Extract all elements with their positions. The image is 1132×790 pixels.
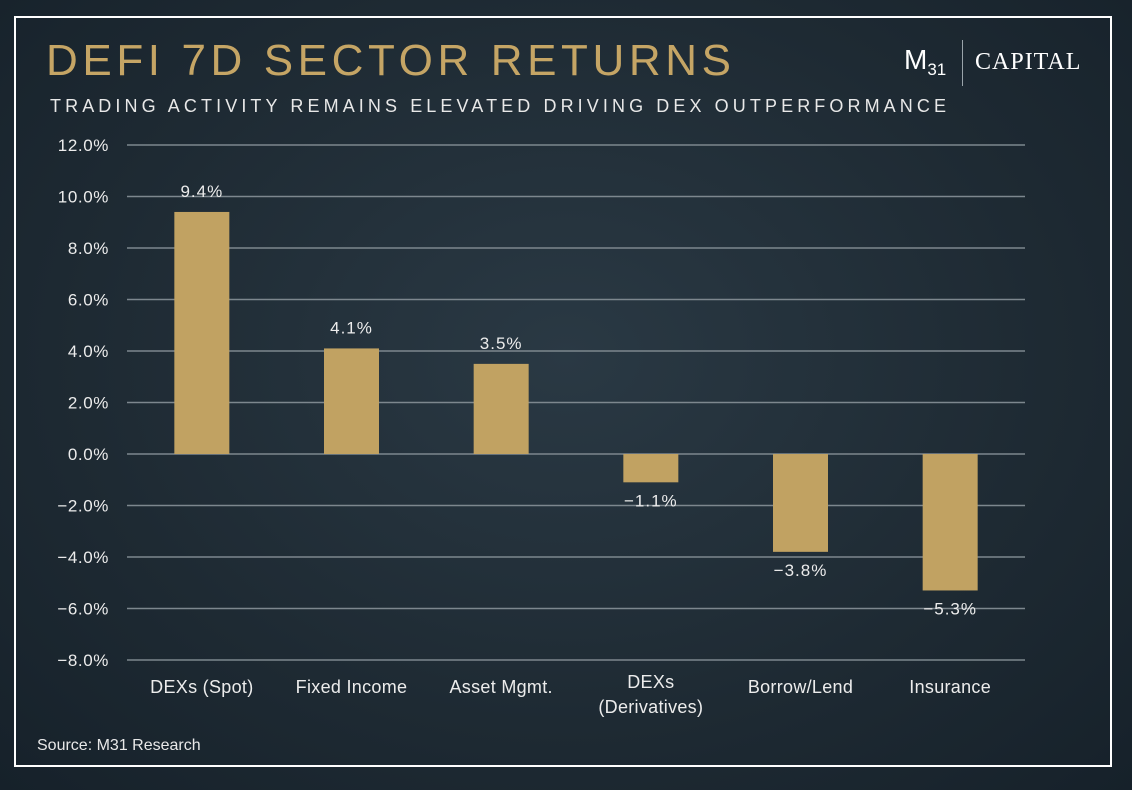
chart-subtitle: TRADING ACTIVITY REMAINS ELEVATED DRIVIN… bbox=[50, 96, 951, 116]
logo-mark: M31 bbox=[904, 44, 946, 80]
y-tick-label: 4.0% bbox=[68, 342, 109, 361]
white-frame-border bbox=[14, 16, 1112, 767]
data-label: −1.1% bbox=[624, 491, 678, 510]
y-tick-label: 2.0% bbox=[68, 394, 109, 413]
y-tick-label: 0.0% bbox=[68, 445, 109, 464]
bar bbox=[773, 454, 828, 552]
logo-m-letter: M bbox=[904, 44, 928, 75]
data-label: −5.3% bbox=[923, 599, 977, 618]
y-tick-label: 10.0% bbox=[58, 188, 109, 207]
chart-title: DEFI 7D SECTOR RETURNS bbox=[46, 36, 736, 85]
y-tick-label: 8.0% bbox=[68, 239, 109, 258]
data-label: 9.4% bbox=[180, 182, 223, 201]
x-category-label: Insurance bbox=[909, 677, 991, 697]
y-tick-label: 12.0% bbox=[58, 136, 109, 155]
x-category-label: Fixed Income bbox=[296, 677, 408, 697]
bar bbox=[473, 363, 529, 454]
bar bbox=[324, 348, 379, 454]
bar bbox=[623, 454, 679, 483]
y-tick-label: −2.0% bbox=[57, 497, 109, 516]
logo-wordmark: CAPITAL bbox=[975, 49, 1082, 75]
data-label: 4.1% bbox=[330, 318, 373, 337]
x-category-label: DEXs (Spot) bbox=[150, 677, 253, 697]
x-category-label: (Derivatives) bbox=[598, 697, 703, 717]
y-tick-label: 6.0% bbox=[68, 291, 109, 310]
source-note: Source: M31 Research bbox=[37, 737, 201, 754]
x-category-label: Asset Mgmt. bbox=[450, 677, 553, 697]
y-tick-label: −8.0% bbox=[57, 651, 109, 670]
data-label: −3.8% bbox=[774, 561, 828, 580]
y-tick-label: −6.0% bbox=[57, 600, 109, 619]
logo-subscript: 31 bbox=[927, 60, 947, 79]
data-label: 3.5% bbox=[480, 334, 523, 353]
logo-divider bbox=[962, 40, 963, 86]
bar bbox=[922, 454, 978, 591]
x-category-label: DEXs bbox=[627, 672, 674, 692]
bar bbox=[174, 211, 230, 454]
y-tick-label: −4.0% bbox=[57, 548, 109, 567]
x-category-label: Borrow/Lend bbox=[748, 677, 853, 697]
